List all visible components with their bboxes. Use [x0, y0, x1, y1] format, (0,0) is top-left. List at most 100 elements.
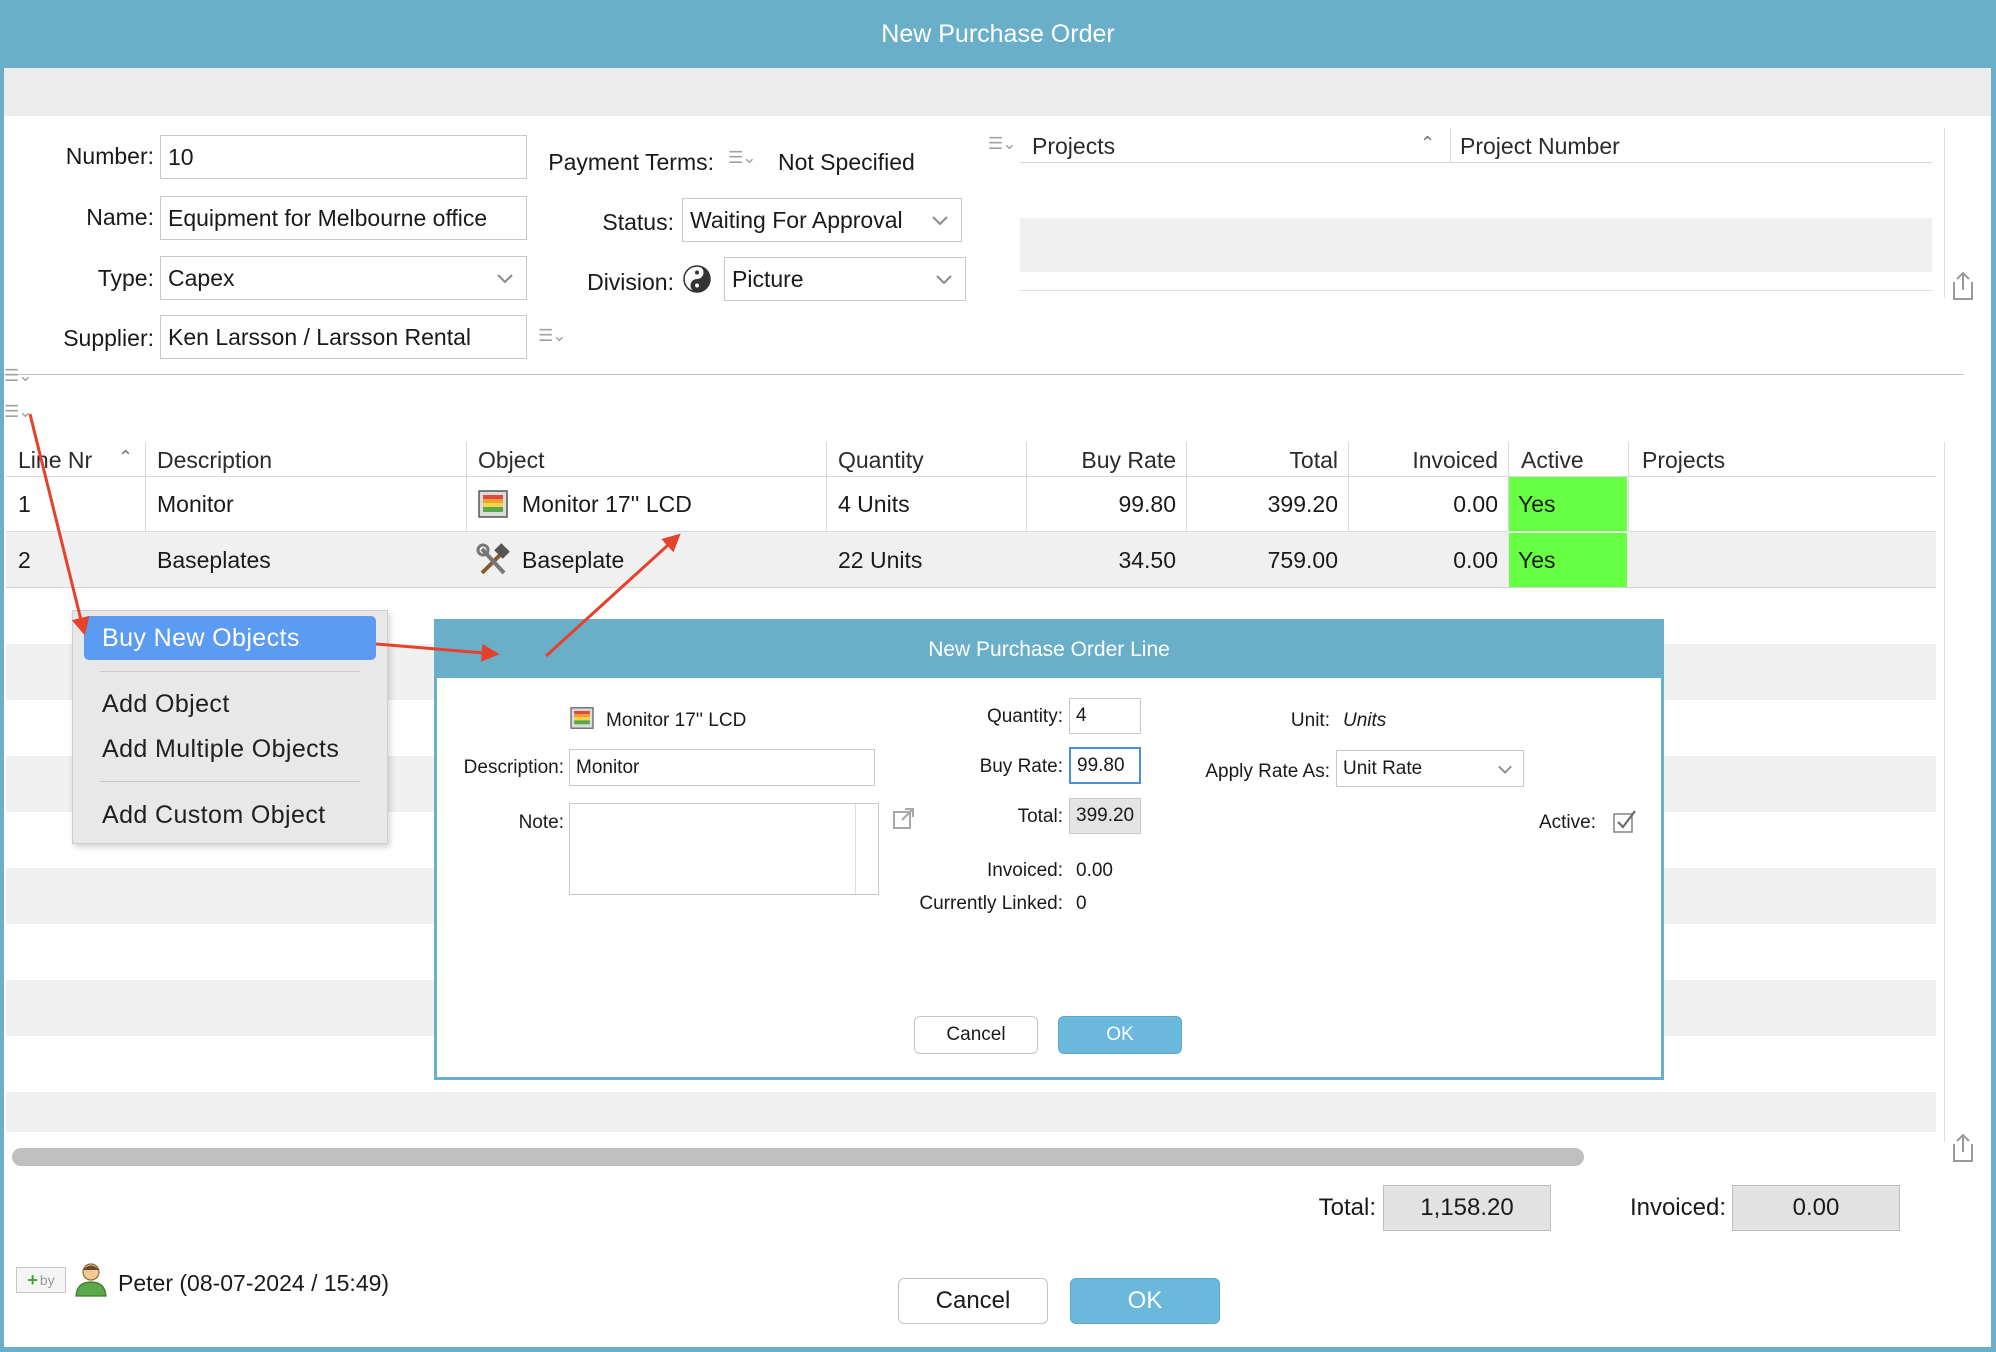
- lines-menu-icon[interactable]: ☰⌄: [4, 402, 33, 421]
- scrollbar-track: [1944, 442, 1945, 1142]
- scrollbar-track: [1944, 128, 1945, 298]
- dialog-buy-rate-label: Buy Rate:: [979, 756, 1063, 777]
- share-icon[interactable]: [1950, 270, 1976, 302]
- dialog-description-field[interactable]: Monitor: [569, 749, 875, 786]
- table-row[interactable]: [6, 477, 1936, 532]
- quantity-cell: 22 Units: [838, 547, 923, 573]
- dialog-ok-button[interactable]: OK: [1058, 1016, 1182, 1054]
- user-avatar-icon: [75, 1263, 107, 1297]
- division-label: Division:: [587, 269, 674, 295]
- projects-menu-icon[interactable]: ☰⌄: [988, 134, 1017, 153]
- window-border-right: [1991, 0, 1996, 1352]
- yin-yang-icon: [683, 265, 711, 293]
- active-cell-bg: [1509, 533, 1627, 587]
- total-col-header[interactable]: Total: [1289, 447, 1338, 473]
- total-cell: 759.00: [1267, 547, 1338, 573]
- created-by-badge: + by: [16, 1267, 66, 1293]
- line-nr-col-header[interactable]: Line Nr: [18, 447, 93, 473]
- buy-rate-cell: 99.80: [1118, 491, 1176, 517]
- buy-rate-col-header[interactable]: Buy Rate: [1081, 447, 1176, 473]
- object-cell: Baseplate: [522, 547, 625, 573]
- divider: [1020, 290, 1932, 291]
- column-divider: [1628, 442, 1629, 588]
- line-nr-cell: 1: [18, 491, 31, 517]
- quantity-col-header[interactable]: Quantity: [838, 447, 924, 473]
- dialog-invoiced-value: 0.00: [1076, 860, 1113, 881]
- quantity-cell: 4 Units: [838, 491, 910, 517]
- total-cell: 399.20: [1267, 491, 1338, 517]
- object-col-header[interactable]: Object: [478, 447, 545, 473]
- number-field[interactable]: 10: [160, 135, 527, 179]
- toolbar: [4, 68, 1991, 116]
- dialog-quantity-field[interactable]: 4: [1069, 698, 1141, 734]
- menu-item-add-multiple-objects[interactable]: Add Multiple Objects: [102, 735, 340, 763]
- supplier-field[interactable]: Ken Larsson / Larsson Rental: [160, 315, 527, 359]
- projects-empty-row: [1020, 218, 1932, 272]
- type-value: Capex: [168, 264, 235, 291]
- description-col-header[interactable]: Description: [157, 447, 273, 473]
- dialog-active-label: Active:: [1538, 812, 1596, 833]
- section-menu-icon[interactable]: ☰⌄: [4, 366, 33, 385]
- active-cell-bg: [1509, 477, 1627, 531]
- ok-button[interactable]: OK: [1070, 1278, 1220, 1324]
- window-border-left: [0, 0, 4, 1352]
- menu-item-buy-new-objects[interactable]: Buy New Objects: [102, 624, 300, 652]
- project-number-col-header[interactable]: Project Number: [1460, 133, 1620, 159]
- dialog-linked-label: Currently Linked:: [919, 893, 1063, 914]
- number-label: Number:: [65, 143, 154, 169]
- division-select[interactable]: Picture: [724, 257, 966, 301]
- cancel-button[interactable]: Cancel: [898, 1278, 1048, 1324]
- menu-item-highlight: [84, 616, 376, 660]
- payment-terms-label: Payment Terms:: [548, 149, 714, 175]
- menu-item-add-object[interactable]: Add Object: [102, 690, 230, 718]
- dialog-note-textarea[interactable]: [569, 803, 879, 895]
- status-select[interactable]: Waiting For Approval: [682, 198, 962, 242]
- menu-separator: [100, 781, 360, 782]
- payment-terms-value: Not Specified: [778, 149, 915, 175]
- dialog-apply-rate-select[interactable]: Unit Rate: [1336, 750, 1524, 787]
- sort-ascending-icon: ⌃: [1420, 133, 1436, 153]
- buy-rate-cell: 34.50: [1118, 547, 1176, 573]
- projects-col-header[interactable]: Projects: [1032, 133, 1116, 159]
- column-divider: [1508, 442, 1509, 588]
- dialog-buy-rate-field[interactable]: 99.80: [1069, 747, 1141, 784]
- dialog-note-label: Note:: [518, 812, 564, 833]
- active-checkbox[interactable]: [1612, 808, 1638, 834]
- line-nr-cell: 2: [18, 547, 31, 573]
- status-label: Status:: [602, 209, 674, 235]
- payment-terms-menu-icon[interactable]: ☰⌄: [728, 148, 757, 167]
- footer-total-label: Total:: [1318, 1194, 1376, 1221]
- projects-col-header[interactable]: Projects: [1642, 447, 1726, 473]
- supplier-label: Supplier:: [63, 325, 154, 351]
- dialog-invoiced-label: Invoiced:: [986, 860, 1063, 881]
- monitor-icon: [478, 490, 508, 518]
- monitor-icon: [570, 707, 594, 729]
- column-divider: [1348, 442, 1349, 588]
- footer-invoiced-label: Invoiced:: [1629, 1194, 1726, 1221]
- footer-invoiced-value: 0.00: [1732, 1185, 1900, 1231]
- column-divider: [1450, 128, 1451, 162]
- table-row[interactable]: [6, 532, 1936, 588]
- dialog-unit-label: Unit:: [1290, 710, 1330, 731]
- active-col-header[interactable]: Active: [1521, 447, 1584, 473]
- dialog-unit-value: Units: [1343, 710, 1387, 731]
- horizontal-scrollbar[interactable]: [12, 1148, 1584, 1166]
- created-by-text: Peter (08-07-2024 / 15:49): [118, 1270, 390, 1296]
- object-cell: Monitor 17'' LCD: [522, 491, 692, 517]
- dialog-total-field: 399.20: [1069, 798, 1141, 834]
- dialog-apply-rate-label: Apply Rate As:: [1205, 761, 1330, 782]
- menu-item-add-custom-object[interactable]: Add Custom Object: [102, 801, 326, 829]
- note-scrollbar: [855, 804, 856, 894]
- dialog-cancel-button[interactable]: Cancel: [914, 1016, 1038, 1054]
- by-badge-label: by: [39, 1272, 55, 1288]
- share-icon[interactable]: [1950, 1132, 1976, 1164]
- type-select[interactable]: Capex: [160, 256, 527, 300]
- footer-total-value: 1,158.20: [1383, 1185, 1551, 1231]
- invoiced-col-header[interactable]: Invoiced: [1412, 447, 1498, 473]
- projects-table-header: [1020, 128, 1932, 163]
- open-external-icon[interactable]: [892, 806, 916, 830]
- status-value: Waiting For Approval: [690, 206, 903, 233]
- name-field[interactable]: Equipment for Melbourne office: [160, 196, 527, 240]
- supplier-menu-icon[interactable]: ☰⌄: [538, 326, 567, 345]
- column-divider: [1186, 442, 1187, 588]
